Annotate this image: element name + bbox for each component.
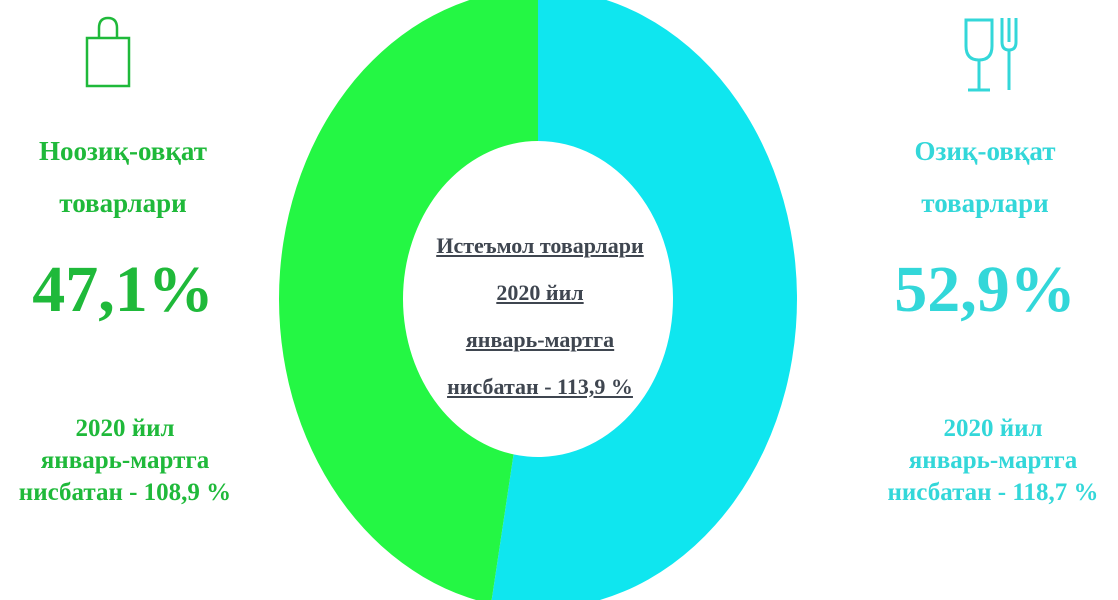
food-growth: 2020 йил январь-мартга нисбатан - 118,7 …	[858, 413, 1118, 509]
nonfood-percent: 47,1%	[32, 253, 214, 326]
food-slice	[491, 0, 797, 600]
center-label-line1: Истеъмол товарлари	[436, 233, 644, 258]
nonfood-category-line2: товарлари	[59, 188, 187, 218]
donut-chart	[279, 0, 797, 600]
food-category-line2: товарлари	[921, 188, 1049, 218]
nonfood-growth-line1: 2020 йил	[75, 415, 175, 442]
nonfood-category-line1: Ноозиқ-овқат	[39, 136, 207, 166]
nonfood-growth: 2020 йил январь-мартга нисбатан - 108,9 …	[0, 413, 260, 509]
food-category-label: Озиқ-овқат товарлари	[850, 125, 1118, 229]
food-growth-line2: январь-мартга	[908, 447, 1078, 474]
shopping-bag-icon	[73, 10, 143, 90]
nonfood-growth-line2: январь-мартга	[40, 447, 210, 474]
food-growth-line3: нисбатан - 118,7 %	[887, 479, 1099, 506]
center-label-line2: 2020 йил	[496, 280, 584, 305]
food-growth-line1: 2020 йил	[943, 415, 1043, 442]
food-category-line1: Озиқ-овқат	[914, 136, 1056, 166]
nonfood-slice	[279, 0, 538, 600]
nonfood-category-label: Ноозиқ-овқат товарлари	[0, 125, 258, 229]
food-percent: 52,9%	[894, 253, 1076, 326]
nonfood-growth-line3: нисбатан - 108,9 %	[18, 479, 232, 506]
donut-center-label: Истеъмол товарлари 2020 йил январь-мартг…	[395, 222, 685, 410]
center-label-line4: нисбатан - 113,9 %	[447, 374, 633, 399]
glass-fork-icon	[958, 12, 1028, 92]
center-label-line3: январь-мартга	[465, 327, 615, 352]
